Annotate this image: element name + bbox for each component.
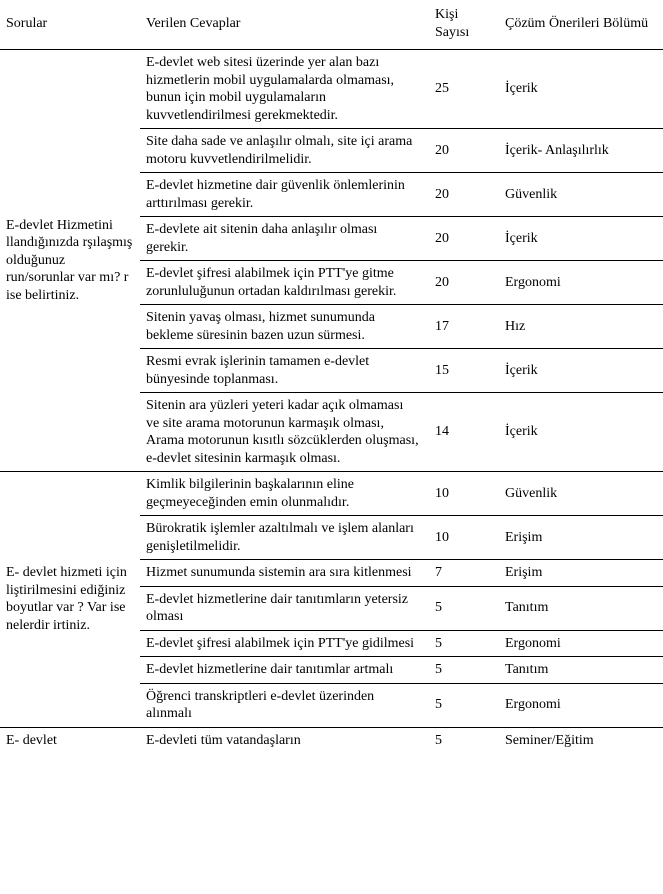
count-cell: 20	[425, 129, 485, 173]
count-cell: 25	[425, 50, 485, 129]
answer-cell: E-devleti tüm vatandaşların	[140, 727, 425, 753]
answer-cell: Öğrenci transkriptleri e-devlet üzerinde…	[140, 683, 425, 727]
dimension-cell: Ergonomi	[485, 261, 663, 305]
table-row: E- devletE-devleti tüm vatandaşların5Sem…	[0, 727, 663, 753]
count-cell: 15	[425, 349, 485, 393]
dimension-cell: Erişim	[485, 560, 663, 587]
answer-cell: Sitenin ara yüzleri yeteri kadar açık ol…	[140, 393, 425, 472]
answer-cell: E-devlet hizmetlerine dair tanıtımların …	[140, 586, 425, 630]
header-count: Kişi Sayısı	[425, 0, 485, 50]
answer-cell: E-devlet şifresi alabilmek için PTT'ye g…	[140, 630, 425, 657]
table-row: E- devlet hizmeti için liştirilmesini ed…	[0, 472, 663, 516]
count-cell: 5	[425, 727, 485, 753]
count-cell: 20	[425, 261, 485, 305]
answer-cell: Hizmet sunumunda sistemin ara sıra kitle…	[140, 560, 425, 587]
question-cell: E- devlet	[0, 727, 140, 753]
count-cell: 7	[425, 560, 485, 587]
count-cell: 5	[425, 630, 485, 657]
header-row: Sorular Verilen Cevaplar Kişi Sayısı Çöz…	[0, 0, 663, 50]
dimension-cell: Seminer/Eğitim	[485, 727, 663, 753]
count-cell: 10	[425, 472, 485, 516]
dimension-cell: Hız	[485, 305, 663, 349]
count-cell: 14	[425, 393, 485, 472]
header-questions: Sorular	[0, 0, 140, 50]
dimension-cell: Ergonomi	[485, 683, 663, 727]
dimension-cell: Tanıtım	[485, 586, 663, 630]
answer-cell: Sitenin yavaş olması, hizmet sunumunda b…	[140, 305, 425, 349]
header-dimension: Çözüm Önerileri Bölümü	[485, 0, 663, 50]
answer-cell: Kimlik bilgilerinin başkalarının eline g…	[140, 472, 425, 516]
count-cell: 20	[425, 217, 485, 261]
answer-cell: Bürokratik işlemler azaltılmalı ve işlem…	[140, 516, 425, 560]
answer-cell: Site daha sade ve anlaşılır olmalı, site…	[140, 129, 425, 173]
table-row: E-devlet Hizmetini llandığınızda rşılaşm…	[0, 50, 663, 129]
answer-cell: E-devlet hizmetine dair güvenlik önlemle…	[140, 173, 425, 217]
dimension-cell: İçerik	[485, 393, 663, 472]
dimension-cell: İçerik	[485, 50, 663, 129]
count-cell: 5	[425, 657, 485, 684]
dimension-cell: İçerik	[485, 217, 663, 261]
data-table: Sorular Verilen Cevaplar Kişi Sayısı Çöz…	[0, 0, 663, 753]
dimension-cell: Erişim	[485, 516, 663, 560]
count-cell: 5	[425, 683, 485, 727]
answer-cell: Resmi evrak işlerinin tamamen e-devlet b…	[140, 349, 425, 393]
dimension-cell: İçerik	[485, 349, 663, 393]
dimension-cell: Güvenlik	[485, 173, 663, 217]
answer-cell: E-devlet şifresi alabilmek için PTT'ye g…	[140, 261, 425, 305]
dimension-cell: Tanıtım	[485, 657, 663, 684]
header-answers: Verilen Cevaplar	[140, 0, 425, 50]
answer-cell: E-devlet web sitesi üzerinde yer alan ba…	[140, 50, 425, 129]
count-cell: 5	[425, 586, 485, 630]
answer-cell: E-devlete ait sitenin daha anlaşılır olm…	[140, 217, 425, 261]
answer-cell: E-devlet hizmetlerine dair tanıtımlar ar…	[140, 657, 425, 684]
dimension-cell: Ergonomi	[485, 630, 663, 657]
question-cell: E- devlet hizmeti için liştirilmesini ed…	[0, 472, 140, 728]
count-cell: 17	[425, 305, 485, 349]
dimension-cell: İçerik- Anlaşılırlık	[485, 129, 663, 173]
dimension-cell: Güvenlik	[485, 472, 663, 516]
count-cell: 10	[425, 516, 485, 560]
count-cell: 20	[425, 173, 485, 217]
question-cell: E-devlet Hizmetini llandığınızda rşılaşm…	[0, 50, 140, 472]
